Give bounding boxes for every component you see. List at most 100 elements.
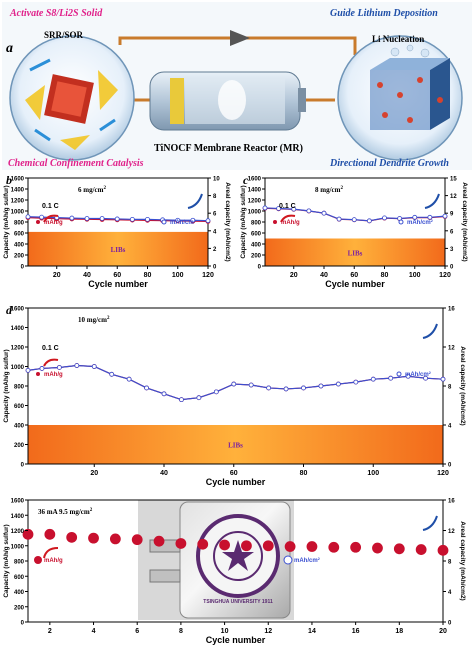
x-tick-label: 12 (264, 628, 272, 635)
data-point (284, 541, 296, 552)
data-point (335, 381, 341, 387)
y-tick-label-right: 16 (448, 499, 455, 505)
legend-label-right: mAh/cm2 (405, 370, 432, 378)
top-right-title: Guide Lithium Deposition (330, 8, 438, 19)
data-point (56, 365, 62, 370)
data-point (25, 367, 31, 373)
data-point (276, 206, 282, 211)
y-tick-label-right: 3 (450, 247, 454, 253)
y-tick-label-right: 0 (448, 463, 452, 469)
data-point (301, 385, 306, 391)
x-tick-label: 80 (300, 470, 308, 477)
legend-label-right: mAh/cm2 (294, 556, 321, 564)
data-point (153, 535, 165, 547)
data-point (423, 375, 428, 381)
data-point (382, 215, 387, 221)
data-point (219, 539, 230, 551)
membrane-reactor-battery (149, 71, 306, 131)
y-tick-label-left: 1000 (11, 210, 25, 216)
y-tick-label-right: 12 (450, 194, 457, 200)
data-point (328, 541, 340, 553)
right-arrow-icon (187, 193, 203, 209)
schematic-panel: Activate S8/Li2S Solid Guide Lithium Dep… (2, 2, 472, 170)
data-point (39, 366, 45, 371)
x-tick-label: 60 (113, 272, 121, 279)
y-tick-label-left: 1400 (11, 326, 25, 332)
bottom-center-caption: TiNOCF Membrane Reactor (MR) (154, 143, 303, 154)
loading-label: 10 mg/cm2 (78, 316, 110, 324)
left-arrow-icon (43, 214, 59, 223)
y-tick-label-left: 1400 (248, 188, 262, 194)
x-tick-label: 80 (144, 272, 152, 279)
libs-band (265, 238, 445, 266)
seal-star-icon (222, 540, 254, 571)
y-tick-label-left: 600 (14, 575, 25, 581)
y-axis-label-left: Capacity (mAh/g sulfur) (3, 349, 10, 422)
legend-label-right: mAh/cm2 (170, 218, 197, 226)
x-tick-label: 4 (92, 628, 96, 635)
bottom-right-caption: Directional Dendrite Growth (329, 158, 449, 169)
y-tick-label-left: 0 (21, 463, 25, 469)
data-point (248, 382, 254, 388)
data-point (370, 376, 376, 382)
catalyst-cube-illustration (25, 58, 118, 150)
data-point (388, 375, 394, 381)
data-point (39, 214, 45, 220)
x-tick-label: 120 (202, 272, 214, 279)
x-tick-label: 8 (179, 628, 183, 635)
legend-marker-left (273, 220, 277, 224)
y-tick-label-left: 1200 (248, 199, 262, 205)
data-point (393, 543, 405, 555)
y-tick-label-left: 400 (251, 243, 262, 249)
data-point (306, 208, 312, 214)
y-tick-label-right: 0 (450, 265, 454, 271)
data-point (353, 379, 359, 385)
x-tick-label: 100 (172, 272, 184, 279)
panel-letter-c: c (243, 173, 249, 187)
data-point (114, 216, 120, 222)
rate-label: 0.1 C (42, 345, 59, 352)
legend-label-left: mAh/g (44, 558, 63, 564)
legend-marker-right (398, 219, 404, 225)
y-tick-label-left: 1000 (11, 365, 25, 371)
legend-label-right: mAh/cm2 (407, 218, 434, 226)
y-tick-label-right: 2 (213, 247, 217, 253)
x-tick-label: 120 (437, 470, 449, 477)
panel-letter-d: d (6, 303, 13, 317)
legend-marker-left (36, 372, 40, 376)
y-tick-label-left: 600 (14, 404, 25, 410)
data-point (241, 540, 252, 552)
x-tick-label: 2 (48, 628, 52, 635)
y-tick-label-right: 0 (213, 265, 217, 271)
x-axis-label: Cycle number (206, 635, 266, 645)
data-point (262, 205, 268, 211)
y-tick-label-left: 1600 (11, 499, 25, 505)
data-point (440, 376, 446, 382)
data-point (213, 389, 219, 395)
y-tick-label-left: 1000 (248, 210, 262, 216)
x-tick-label: 60 (350, 272, 358, 279)
data-point (291, 206, 297, 212)
legend-label-left: mAh/g (281, 220, 300, 226)
y-tick-label-left: 200 (14, 254, 25, 260)
y-axis-label-left: Capacity (mAh/g sulfur) (3, 185, 10, 258)
y-tick-label-left: 800 (14, 221, 25, 227)
y-tick-label-right: 4 (448, 424, 452, 430)
x-tick-label: 40 (160, 470, 168, 477)
data-point (196, 395, 202, 401)
x-tick-label: 20 (90, 470, 98, 477)
y-axis-label-right: Areal capacity (mAh/cm2) (459, 521, 466, 600)
data-point (372, 542, 383, 554)
legend-marker-right (283, 555, 293, 565)
loading-label: 8 mg/cm2 (315, 186, 343, 194)
y-tick-label-left: 600 (14, 232, 25, 238)
left-arrow-icon (43, 358, 59, 367)
y-axis-label-right: Areal capacity (mAh/cm2) (459, 346, 466, 425)
y-tick-label-right: 8 (213, 194, 217, 200)
data-point (318, 383, 324, 389)
data-point (366, 218, 372, 224)
